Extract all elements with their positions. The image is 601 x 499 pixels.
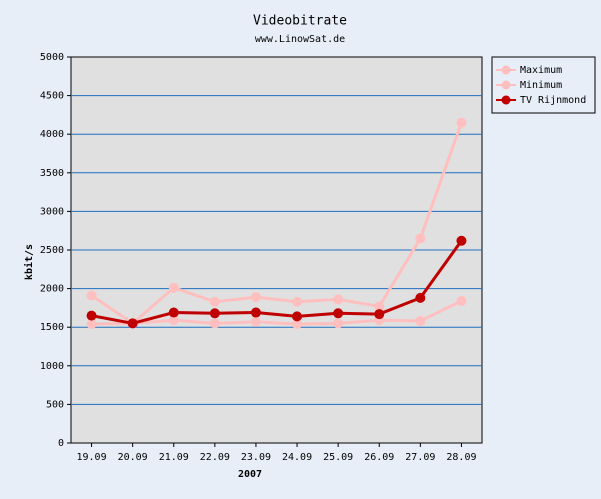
legend-marker (501, 80, 511, 90)
point (374, 301, 385, 312)
y-tick-label: 4000 (40, 129, 64, 140)
x-tick-label: 22.09 (200, 452, 230, 463)
point (86, 310, 97, 321)
y-tick-label: 500 (46, 399, 64, 410)
series-line (90, 122, 463, 326)
chart-subtitle: www.LinowSat.de (255, 34, 345, 45)
point (333, 294, 344, 305)
point (456, 295, 467, 306)
y-tick-label: 2000 (40, 284, 64, 295)
legend-label: Maximum (520, 65, 562, 76)
x-tick-label: 19.09 (76, 452, 106, 463)
y-tick-label: 0 (58, 438, 64, 449)
x-tick-label: 24.09 (282, 452, 312, 463)
x-tick-label: 28.09 (446, 452, 476, 463)
point (86, 319, 97, 330)
point (86, 290, 97, 301)
x-tick-label: 23.09 (241, 452, 271, 463)
x-tick-label: 26.09 (364, 452, 394, 463)
point (209, 318, 220, 329)
series-line (91, 239, 463, 325)
legend-marker (501, 65, 511, 75)
point (127, 318, 138, 329)
point (415, 292, 426, 303)
chart-title: Videobitrate (253, 14, 347, 29)
legend-label: Minimum (520, 80, 562, 91)
point (209, 296, 220, 307)
y-tick-label: 1000 (40, 361, 64, 372)
point (415, 233, 426, 244)
point (209, 308, 220, 319)
x-tick-label: 25.09 (323, 452, 353, 463)
y-tick-label: 5000 (40, 52, 64, 63)
legend-label: TV Rijnmond (520, 95, 586, 106)
point (292, 296, 303, 307)
point (168, 307, 179, 318)
point (250, 307, 261, 318)
point (168, 315, 179, 326)
y-tick-label: 1500 (40, 322, 64, 333)
point (456, 117, 467, 128)
point (168, 282, 179, 293)
y-tick-label: 3000 (40, 206, 64, 217)
y-tick-label: 2500 (40, 245, 64, 256)
point (333, 318, 344, 329)
point (250, 316, 261, 327)
point (292, 311, 303, 322)
point (456, 235, 467, 246)
y-tick-label: 4500 (40, 91, 64, 102)
legend-marker (501, 95, 511, 105)
point (415, 316, 426, 327)
x-axis-label: 2007 (238, 469, 262, 480)
point (333, 308, 344, 319)
series-line (91, 299, 463, 326)
point (292, 319, 303, 330)
x-tick-label: 21.09 (159, 452, 189, 463)
y-tick-label: 3500 (40, 168, 64, 179)
point (250, 292, 261, 303)
y-axis-label: kbit/s (23, 244, 35, 280)
point (374, 309, 385, 320)
x-tick-label: 27.09 (405, 452, 435, 463)
x-tick-label: 20.09 (118, 452, 148, 463)
